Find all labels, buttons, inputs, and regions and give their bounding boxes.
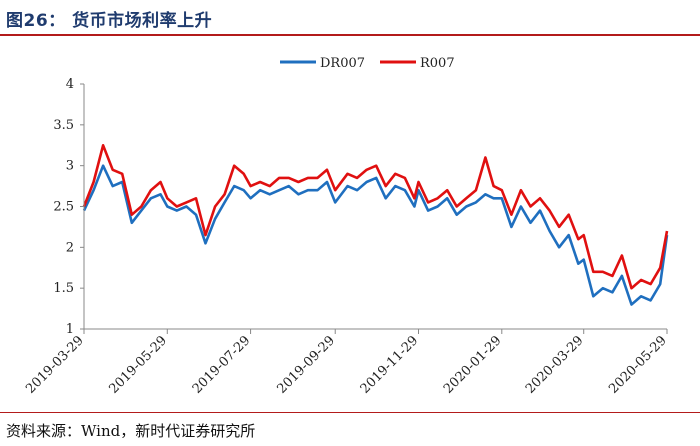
series-line-dr007 [82, 164, 669, 306]
legend-label-r007: R007 [420, 56, 455, 71]
y-tick-label: 3 [66, 159, 74, 174]
x-axis: 2019-03-29 2019-05-29 2019-07-29 2019-09-29… [23, 328, 670, 397]
x-tick-label: 2020-05-29 [606, 333, 670, 397]
y-tick-label: 2.5 [53, 200, 74, 215]
y-axis: 1 1.5 2 2.5 3 3.5 4 [53, 77, 85, 337]
series-line-r007 [82, 144, 669, 290]
legend-label-dr007: DR007 [320, 56, 365, 71]
x-tick-label: 2019-07-29 [190, 333, 254, 397]
legend: DR007 R007 [280, 56, 455, 71]
x-tick-label: 2019-11-29 [358, 333, 422, 397]
y-tick-label: 1 [66, 322, 74, 337]
y-tick-label: 3.5 [53, 118, 74, 133]
x-tick-label: 2020-03-29 [523, 333, 587, 397]
title-bar: 图26： 货币市场利率上升 [0, 0, 700, 36]
title-divider [0, 34, 700, 36]
plot-area [82, 144, 669, 306]
source-note: 资料来源：Wind，新时代证券研究所 [6, 422, 256, 440]
line-chart: 11.522.533.54 2019-03-29 2019-05-29 2019-0… [23, 56, 670, 397]
figure-title: 图26： 货币市场利率上升 [6, 11, 213, 31]
x-tick-label: 2019-09-29 [274, 333, 338, 397]
x-tick-label: 2019-03-29 [23, 333, 87, 397]
y-tick-label: 2 [66, 240, 74, 255]
x-tick-label: 2020-01-29 [441, 333, 505, 397]
x-tick-label: 2019-05-29 [107, 333, 171, 397]
y-tick-label: 4 [66, 77, 74, 92]
footer-divider [0, 412, 700, 413]
y-tick-label: 1.5 [53, 281, 74, 296]
